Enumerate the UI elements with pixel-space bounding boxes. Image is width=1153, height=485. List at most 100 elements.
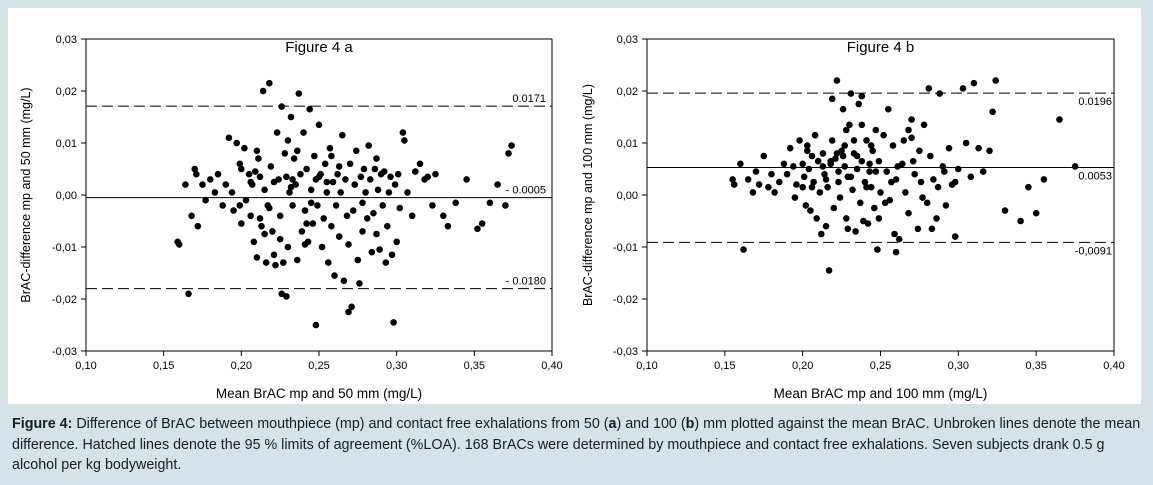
data-point (329, 178, 337, 186)
y-tick-label: -0,02 (52, 294, 77, 306)
data-point (253, 254, 261, 261)
data-point (730, 181, 738, 188)
data-point (298, 228, 306, 235)
data-point (241, 144, 248, 152)
data-point (412, 168, 419, 175)
data-point (858, 121, 866, 129)
data-point (822, 222, 830, 230)
data-point (1056, 116, 1063, 123)
data-point (916, 147, 923, 155)
data-point (332, 202, 340, 209)
data-point (858, 92, 866, 100)
data-point (236, 202, 244, 209)
data-point (311, 152, 318, 160)
data-point (452, 199, 460, 207)
x-axis-label: Mean BrAC mp and 50 mm (mg/L) (216, 386, 422, 401)
data-point (740, 246, 747, 253)
data-point (214, 170, 222, 178)
plot-frame (85, 38, 553, 352)
data-point (301, 207, 309, 214)
data-point (755, 181, 763, 188)
data-point (356, 280, 363, 287)
data-point (211, 189, 219, 196)
data-point (331, 272, 338, 279)
data-point (390, 319, 397, 326)
data-point (252, 168, 259, 175)
data-point (384, 222, 391, 230)
data-point (799, 160, 806, 168)
data-point (776, 178, 783, 186)
data-point (828, 95, 836, 103)
data-point (359, 199, 366, 207)
data-point (371, 165, 379, 173)
data-point (780, 160, 788, 168)
panel-figure-4b: Figure 4 b -0,03 -0,02 -0,01 0,00 0,01 0,02 0,0… (581, 34, 1125, 401)
caption-part1: Difference of BrAC between mouthpiece (m… (72, 416, 609, 432)
data-point (278, 103, 286, 110)
data-point (363, 215, 371, 222)
data-point (269, 228, 276, 235)
data-point (373, 155, 380, 162)
data-point (360, 165, 368, 173)
data-point (321, 160, 329, 168)
data-point (867, 142, 875, 149)
data-point (267, 163, 275, 170)
data-point (374, 186, 382, 194)
data-point (295, 90, 303, 97)
y-tick-label: -0,01 (52, 242, 77, 254)
data-point (478, 220, 486, 227)
data-point (294, 256, 301, 264)
data-point (225, 134, 233, 142)
data-point (391, 181, 399, 188)
data-point (729, 176, 736, 183)
data-point (905, 209, 912, 217)
data-point (841, 163, 848, 170)
data-point (284, 137, 292, 144)
y-tick-label: 0,01 (617, 138, 638, 150)
x-tick-label: 0,40 (1103, 360, 1124, 372)
data-point (256, 173, 264, 181)
data-point (783, 170, 791, 178)
data-point (379, 202, 387, 209)
data-point (900, 137, 908, 144)
data-point (283, 293, 290, 300)
data-point (808, 152, 816, 160)
data-point (793, 181, 800, 188)
data-point (365, 142, 373, 149)
data-point (955, 165, 962, 173)
data-point (283, 173, 290, 181)
data-point (874, 246, 881, 253)
data-point (819, 150, 827, 157)
data-point (230, 207, 237, 214)
caption-part3: ) mm plotted against the mean BrAC. Unbr… (12, 416, 1141, 473)
plot-area: Figure 4 a -0,03 -0,02 -0,01 0,00 0,01 0,02 0,0… (8, 8, 1141, 404)
data-point (849, 186, 856, 194)
data-point (847, 90, 855, 97)
data-point (866, 160, 873, 168)
data-point (404, 189, 411, 196)
data-point (323, 189, 331, 196)
data-point (959, 85, 967, 92)
data-point (259, 87, 267, 95)
y-tick-label: 0,03 (56, 34, 77, 46)
data-point (345, 241, 352, 248)
data-point (394, 170, 402, 178)
data-point (822, 176, 830, 183)
x-tick-label: 0,20 (792, 360, 813, 372)
data-point (337, 189, 345, 196)
data-point (836, 194, 844, 201)
data-point (335, 163, 343, 170)
data-point (989, 108, 996, 116)
data-point (370, 209, 377, 217)
data-point (193, 170, 200, 178)
x-tick-label: 0,20 (231, 360, 252, 372)
data-point (318, 243, 326, 251)
data-point (416, 160, 424, 168)
data-point (891, 230, 898, 238)
data-point (380, 168, 388, 175)
data-point (827, 157, 834, 165)
data-point (833, 150, 841, 157)
data-point (444, 222, 452, 230)
y-tick-label: -0,02 (613, 294, 638, 306)
y-tick-label: 0,02 (56, 86, 77, 98)
